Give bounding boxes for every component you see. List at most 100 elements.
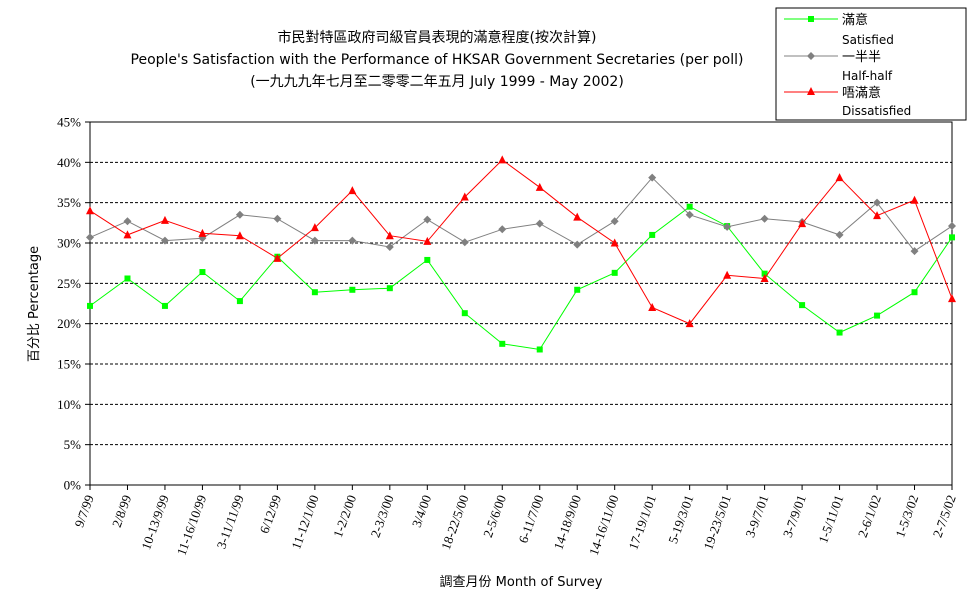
y-tick-label: 5% bbox=[64, 437, 82, 452]
data-point-satisfied bbox=[686, 203, 693, 210]
x-tick-label: 2-5/6/00 bbox=[480, 493, 509, 540]
data-point-dissatisfied bbox=[498, 155, 507, 164]
data-point-half-half bbox=[573, 240, 582, 249]
data-point-satisfied bbox=[499, 340, 506, 347]
data-point-dissatisfied bbox=[123, 230, 132, 239]
data-point-satisfied bbox=[386, 285, 393, 292]
x-tick-label: 2-6/1/02 bbox=[855, 493, 884, 540]
data-point-dissatisfied bbox=[798, 219, 807, 228]
legend-satisfied-label-en: Satisfied bbox=[842, 33, 894, 47]
y-tick-label: 25% bbox=[57, 276, 81, 291]
y-tick-label: 15% bbox=[57, 357, 81, 372]
series-dissatisfied bbox=[86, 155, 956, 328]
series-half-half bbox=[86, 173, 956, 256]
series-line-half-half bbox=[89, 176, 953, 252]
legend-dissatisfied-label-en: Dissatisfied bbox=[842, 104, 911, 118]
y-tick-label: 45% bbox=[57, 115, 81, 130]
data-point-half-half bbox=[310, 236, 319, 245]
legend: 滿意 Satisfied 一半半 Half-half 唔滿意 Dissatisf… bbox=[775, 7, 967, 121]
data-point-half-half bbox=[873, 198, 882, 207]
data-point-satisfied bbox=[949, 234, 955, 241]
data-point-satisfied bbox=[649, 231, 656, 238]
data-point-dissatisfied bbox=[760, 273, 769, 282]
data-point-dissatisfied bbox=[423, 236, 432, 245]
x-tick-label: 1-2/2/00 bbox=[330, 493, 359, 540]
data-point-satisfied bbox=[911, 289, 918, 296]
legend-half-label-zh: 一半半 bbox=[842, 50, 881, 65]
data-point-dissatisfied bbox=[460, 192, 469, 201]
x-axis-title: 調查月份 Month of Survey bbox=[440, 575, 603, 590]
data-point-satisfied bbox=[124, 275, 131, 282]
y-axis-ticks: 0% 5% 10% 15% 20% 25% 30% 35% 40% 45% bbox=[57, 115, 90, 493]
x-tick-label: 2-7/5/02 bbox=[930, 493, 959, 540]
x-tick-label: 14-18/9/00 bbox=[550, 493, 584, 552]
data-point-satisfied bbox=[761, 270, 768, 277]
data-point-dissatisfied bbox=[273, 253, 282, 262]
x-tick-label: 14-16/11/00 bbox=[586, 493, 622, 557]
plot-area bbox=[89, 121, 953, 486]
data-point-satisfied bbox=[87, 302, 93, 309]
data-point-satisfied bbox=[161, 302, 168, 309]
legend-half-marker-icon bbox=[807, 52, 815, 60]
x-tick-label: 6-11/7/00 bbox=[515, 493, 546, 545]
data-point-half-half bbox=[348, 236, 357, 245]
data-point-half-half bbox=[235, 210, 244, 219]
data-point-satisfied bbox=[199, 269, 206, 276]
data-point-dissatisfied bbox=[573, 212, 582, 221]
data-point-half-half bbox=[685, 210, 694, 219]
data-point-dissatisfied bbox=[948, 294, 956, 303]
legend-dissatisfied-label-zh: 唔滿意 bbox=[842, 85, 881, 101]
y-axis-title: 百分比 Percentage bbox=[27, 246, 42, 362]
grid-lines bbox=[90, 161, 952, 446]
chart-title-zh: 市民對特區政府司級官員表現的滿意程度(按次計算) bbox=[278, 29, 597, 46]
series-line-dissatisfied bbox=[89, 159, 953, 325]
x-tick-label: 11-12/1/00 bbox=[288, 493, 321, 551]
data-point-half-half bbox=[498, 225, 507, 234]
data-point-satisfied bbox=[424, 256, 431, 263]
series-line-satisfied bbox=[89, 206, 953, 351]
series-satisfied bbox=[87, 203, 955, 353]
x-tick-label: 2/8/99 bbox=[109, 493, 134, 529]
data-point-half-half bbox=[160, 236, 169, 245]
y-tick-label: 20% bbox=[57, 316, 81, 331]
x-tick-label: 5-19/3/01 bbox=[665, 493, 696, 546]
data-point-half-half bbox=[423, 215, 432, 224]
data-point-half-half bbox=[835, 230, 844, 239]
data-point-dissatisfied bbox=[648, 303, 657, 312]
y-tick-label: 0% bbox=[64, 478, 82, 493]
data-point-dissatisfied bbox=[385, 231, 394, 240]
data-point-dissatisfied bbox=[685, 319, 694, 328]
legend-dissatisfied-marker-icon bbox=[807, 87, 815, 95]
x-tick-label: 2-3/3/00 bbox=[367, 493, 396, 540]
data-point-half-half bbox=[86, 233, 94, 242]
x-tick-label: 3/4/00 bbox=[409, 493, 434, 529]
data-point-dissatisfied bbox=[348, 186, 357, 195]
data-point-dissatisfied bbox=[235, 231, 244, 240]
x-tick-label: 18-22/5/00 bbox=[438, 493, 472, 552]
x-tick-label: 1-5/3/02 bbox=[892, 493, 921, 540]
x-tick-label: 3-11/11/99 bbox=[213, 493, 246, 551]
data-point-half-half bbox=[123, 217, 132, 226]
data-point-satisfied bbox=[536, 346, 543, 353]
x-tick-label: 10-13/9/99 bbox=[138, 493, 172, 552]
y-tick-label: 30% bbox=[57, 236, 81, 251]
data-point-dissatisfied bbox=[86, 206, 94, 215]
legend-satisfied-label-zh: 滿意 bbox=[842, 12, 868, 28]
x-tick-label: 1-5/11/01 bbox=[815, 493, 846, 545]
data-point-satisfied bbox=[611, 269, 618, 276]
legend-half-label-en: Half-half bbox=[842, 69, 893, 83]
data-point-half-half bbox=[273, 214, 282, 223]
x-tick-label: 17-19/1/01 bbox=[625, 493, 659, 552]
data-point-half-half bbox=[723, 222, 732, 231]
y-tick-label: 35% bbox=[57, 195, 81, 210]
data-point-dissatisfied bbox=[910, 195, 919, 204]
data-point-half-half bbox=[460, 238, 469, 247]
x-tick-label: 19-23/5/01 bbox=[700, 493, 734, 552]
data-point-dissatisfied bbox=[610, 238, 619, 247]
x-tick-label: 11-16/10/99 bbox=[174, 493, 210, 557]
data-point-satisfied bbox=[236, 298, 243, 305]
data-point-dissatisfied bbox=[198, 228, 207, 237]
data-point-dissatisfied bbox=[723, 270, 732, 279]
series-layer bbox=[86, 155, 956, 353]
